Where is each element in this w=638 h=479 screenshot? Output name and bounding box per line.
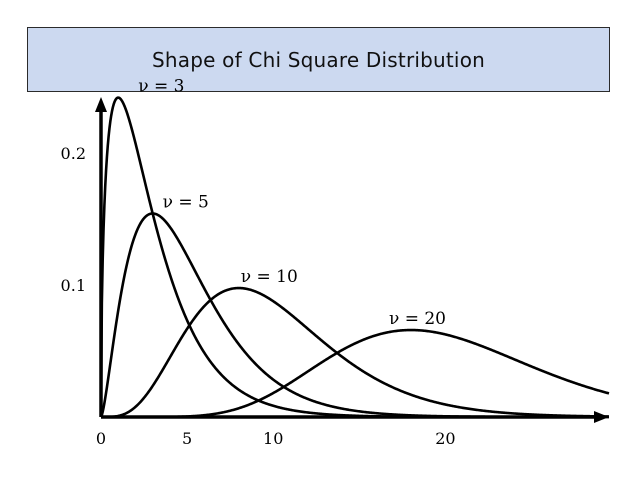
y-tick-label: 0.1: [61, 276, 86, 295]
axes: [95, 97, 609, 423]
curve-df-3: [99, 96, 610, 419]
y-axis-arrow: [95, 97, 107, 112]
chart-title: Shape of Chi Square Distribution: [151, 47, 486, 72]
tick-labels: 0 5 10 20 0.1 0.2: [61, 144, 456, 448]
curves: [99, 96, 610, 419]
title-box: Shape of Chi Square Distribution: [27, 27, 610, 92]
curve-label-df-5: ν = 5: [163, 192, 209, 212]
curve-df-10: [100, 286, 610, 419]
curve-labels: ν = 3 ν = 5 ν = 10 ν = 20: [138, 77, 446, 329]
x-tick-label: 0: [96, 429, 106, 448]
curve-label-df-3: ν = 3: [138, 77, 184, 97]
x-tick-label: 5: [182, 429, 192, 448]
curve-label-df-10: ν = 10: [241, 267, 298, 287]
x-tick-label: 10: [263, 429, 283, 448]
curve-label-df-20: ν = 20: [389, 309, 446, 329]
y-tick-label: 0.2: [61, 144, 86, 163]
curve-df-20: [100, 328, 610, 419]
curve-df-5: [99, 212, 610, 419]
x-tick-label: 20: [435, 429, 455, 448]
